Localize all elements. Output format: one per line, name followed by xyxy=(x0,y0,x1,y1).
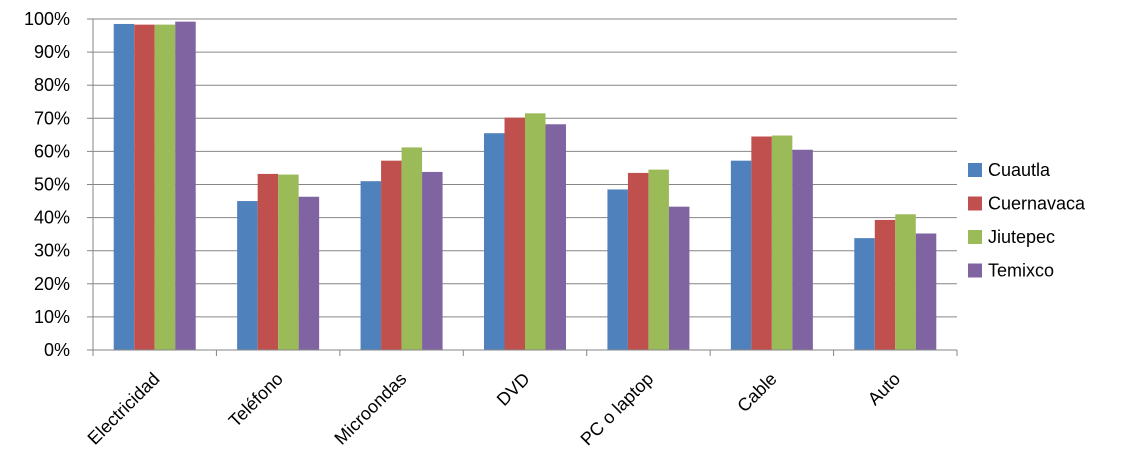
bar-cuernavaca-6 xyxy=(874,219,896,350)
bar-jiutepec-1 xyxy=(278,174,299,350)
y-axis-ticks: 0% 10% 20% 30% 40% 50% 60% 70% 80% 90% 100% xyxy=(24,9,70,360)
x-category-label: Cable xyxy=(733,369,780,416)
y-tick-label: 30% xyxy=(34,241,70,261)
bar-cuautla-2 xyxy=(360,181,382,350)
bar-jiutepec-3 xyxy=(525,113,546,351)
bar-temixco-0 xyxy=(175,21,196,350)
y-tick-label: 70% xyxy=(34,108,70,128)
x-category-label: Microondas xyxy=(330,369,410,449)
bar-jiutepec-6 xyxy=(895,214,916,350)
bar-temixco-2 xyxy=(422,171,443,350)
y-tick-label: 80% xyxy=(34,75,70,95)
y-tick-label: 10% xyxy=(34,307,70,327)
x-category-label: Auto xyxy=(864,369,904,409)
bar-jiutepec-5 xyxy=(771,135,793,350)
bar-temixco-4 xyxy=(668,206,690,350)
bar-cuautla-6 xyxy=(854,238,875,350)
bar-cuautla-1 xyxy=(237,201,258,350)
bar-temixco-1 xyxy=(298,196,320,350)
bar-cuernavaca-2 xyxy=(381,160,402,350)
bar-cuautla-4 xyxy=(607,189,628,350)
y-tick-label: 90% xyxy=(34,42,70,62)
bars xyxy=(113,21,937,351)
legend-label-cuautla: Cuautla xyxy=(988,160,1051,180)
y-tick-label: 40% xyxy=(34,208,70,228)
legend-swatch-cuautla xyxy=(968,163,982,177)
bar-cuernavaca-4 xyxy=(627,172,649,350)
bar-cuautla-3 xyxy=(484,133,505,350)
legend-swatch-jiutepec xyxy=(968,230,982,244)
bar-cuernavaca-0 xyxy=(134,24,155,350)
bar-temixco-6 xyxy=(915,233,937,350)
x-axis-categories: Electricidad Teléfono Microondas DVD PC o la… xyxy=(84,369,905,450)
bar-jiutepec-2 xyxy=(401,147,423,350)
bar-cuernavaca-5 xyxy=(751,136,772,350)
bar-jiutepec-0 xyxy=(154,24,176,350)
x-category-label: DVD xyxy=(493,369,534,410)
bar-cuautla-5 xyxy=(730,160,752,350)
bar-cuernavaca-3 xyxy=(504,117,525,350)
bar-jiutepec-4 xyxy=(648,169,669,350)
legend-swatch-temixco xyxy=(968,263,982,278)
legend-swatch-cuernavaca xyxy=(968,196,982,211)
legend-label-cuernavaca: Cuernavaca xyxy=(988,194,1086,214)
y-tick-label: 60% xyxy=(34,141,70,161)
legend-label-jiutepec: Jiutepec xyxy=(988,227,1055,247)
bar-cuautla-0 xyxy=(113,23,135,351)
x-category-label: PC o laptop xyxy=(577,369,658,450)
y-tick-label: 20% xyxy=(34,274,70,294)
bar-cuernavaca-1 xyxy=(257,173,279,350)
y-tick-label: 50% xyxy=(34,175,70,195)
legend: Cuautla Cuernavaca Jiutepec Temixco xyxy=(968,160,1086,281)
x-category-label: Teléfono xyxy=(225,369,287,431)
bar-temixco-3 xyxy=(545,124,566,351)
y-tick-label: 100% xyxy=(24,9,70,29)
y-tick-label: 0% xyxy=(44,340,70,360)
bar-temixco-5 xyxy=(792,149,813,350)
x-category-label: Electricidad xyxy=(84,369,164,449)
axes xyxy=(87,18,958,356)
legend-label-temixco: Temixco xyxy=(988,261,1054,281)
